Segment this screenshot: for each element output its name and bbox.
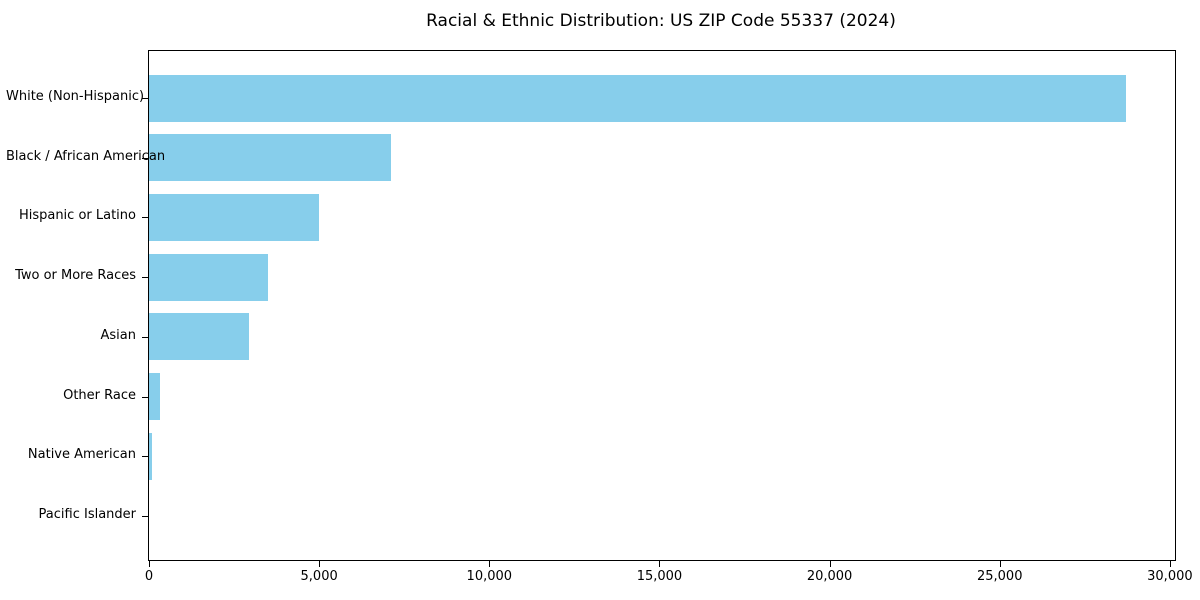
plot-area: White (Non-Hispanic) Black / African Amer… [6,50,1193,584]
bar-white-non-hispanic [149,74,1126,122]
x-tick-mark [489,561,491,567]
y-tick-label-black-african-american: Black / African American [6,148,166,164]
x-tick-label-20000: 20,000 [806,569,853,584]
x-tick-label-10000: 10,000 [466,569,513,584]
y-tick-mark [142,456,149,458]
x-tick-label-25000: 25,000 [976,569,1023,584]
bar-asian [149,313,250,361]
bar-hispanic-or-latino [149,193,320,241]
x-tick-label-0: 0 [144,569,154,584]
y-tick-mark [142,396,149,398]
y-tick-label-asian: Asian [100,327,136,343]
x-tick-mark [829,561,831,567]
x-tick-label-15000: 15,000 [636,569,683,584]
y-tick-label-hispanic-or-latino: Hispanic or Latino [18,208,136,224]
x-tick-mark [659,561,661,567]
y-tick-mark [142,98,149,99]
x-tick-mark [999,561,1001,567]
bar-black-african-american [149,134,391,182]
y-tick-label-two-or-more-races: Two or More Races [15,268,136,284]
x-tick-mark [319,561,321,567]
y-tick-label-pacific-islander: Pacific Islander [38,506,136,522]
chart-title: Racial & Ethnic Distribution: US ZIP Cod… [426,11,896,31]
x-tick-label-5000: 5,000 [300,569,338,584]
y-tick-mark [142,217,149,219]
bar-two-or-more-races [149,253,269,301]
bar-other-race [149,373,160,420]
y-tick-label-white-non-hispanic: White (Non-Hispanic) [6,89,145,104]
y-tick-mark [142,277,149,279]
y-tick-mark [142,515,149,517]
y-tick-label-native-american: Native American [27,447,136,463]
y-tick-mark [142,336,149,338]
y-tick-label-other-race: Other Race [63,387,136,403]
y-tick-mark [142,157,149,159]
x-tick-mark [149,561,150,567]
x-tick-mark [1169,561,1171,567]
bar-native-american [149,432,152,480]
x-tick-label-30000: 30,000 [1147,569,1193,584]
